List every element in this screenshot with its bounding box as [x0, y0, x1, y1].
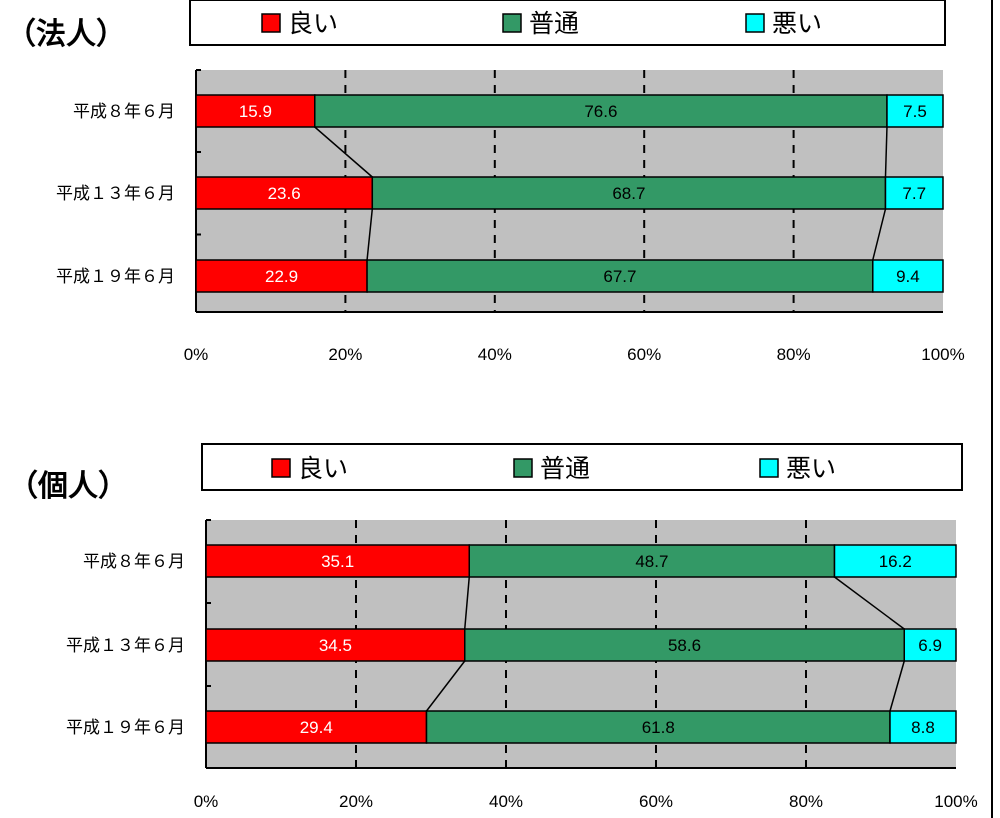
- data-label: 76.6: [584, 102, 617, 121]
- x-tick-label: 40%: [489, 792, 523, 811]
- series-connector-line: [884, 126, 888, 178]
- series-connector-line: [872, 208, 887, 261]
- category-label: 平成１９年６月: [66, 718, 185, 738]
- x-tick-label: 20%: [339, 792, 373, 811]
- bar-segment: [468, 544, 836, 578]
- bar-segment: [464, 628, 905, 662]
- data-label: 29.4: [300, 718, 333, 737]
- bar-segment: [903, 628, 957, 662]
- data-label: 48.7: [635, 552, 668, 571]
- category-label: 平成８年６月: [83, 552, 185, 572]
- data-label: 8.8: [911, 718, 935, 737]
- legend-label-良い: 良い: [298, 454, 348, 483]
- data-label: 6.9: [918, 636, 942, 655]
- data-label: 15.9: [239, 102, 272, 121]
- x-tick-label: 40%: [478, 345, 512, 364]
- series-connector-line: [366, 208, 374, 261]
- x-tick-label: 20%: [328, 345, 362, 364]
- category-label: 平成１３年６月: [56, 184, 175, 204]
- legend-label-普通: 普通: [529, 9, 579, 38]
- data-label: 23.6: [268, 184, 301, 203]
- bar-segment: [872, 259, 944, 293]
- x-tick-label: 100%: [934, 792, 977, 811]
- legend-label-普通: 普通: [540, 454, 590, 483]
- legend-swatch-良い: [271, 458, 291, 478]
- legend-label-悪い: 悪い: [786, 454, 836, 483]
- bar-segment: [205, 628, 466, 662]
- series-connector-line: [314, 126, 373, 178]
- bar-segment: [833, 544, 957, 578]
- data-label: 7.5: [903, 102, 927, 121]
- bar-segment: [195, 259, 368, 293]
- data-label: 68.7: [612, 184, 645, 203]
- x-tick-label: 80%: [777, 345, 811, 364]
- data-label: 9.4: [896, 267, 920, 286]
- x-tick-label: 80%: [789, 792, 823, 811]
- x-tick-label: 60%: [639, 792, 673, 811]
- legend-swatch-悪い: [759, 458, 779, 478]
- legend-swatch-良い: [261, 13, 281, 33]
- legend-swatch-悪い: [745, 13, 765, 33]
- x-tick-label: 0%: [184, 345, 209, 364]
- bar-segment: [884, 176, 944, 210]
- legend-box-1: [189, 0, 946, 46]
- data-label: 67.7: [603, 267, 636, 286]
- chart-title-2: （個人）: [8, 469, 128, 504]
- bar-segment: [889, 710, 957, 744]
- category-label: 平成８年６月: [73, 102, 175, 122]
- bar-segment: [425, 710, 891, 744]
- legend-label-良い: 良い: [288, 9, 338, 38]
- data-label: 7.7: [902, 184, 926, 203]
- legend-swatch-普通: [513, 458, 533, 478]
- category-label: 平成１３年６月: [66, 636, 185, 656]
- legend-swatch-普通: [502, 13, 522, 33]
- bar-segment: [205, 710, 428, 744]
- category-label: 平成１９年６月: [56, 267, 175, 287]
- data-label: 34.5: [319, 636, 352, 655]
- x-tick-label: 60%: [627, 345, 661, 364]
- bar-segment: [195, 176, 374, 210]
- legend-label-悪い: 悪い: [772, 9, 822, 38]
- data-label: 58.6: [668, 636, 701, 655]
- data-label: 61.8: [642, 718, 675, 737]
- bar-segment: [371, 176, 887, 210]
- series-connector-line: [889, 660, 905, 712]
- data-label: 22.9: [265, 267, 298, 286]
- x-tick-label: 0%: [194, 792, 219, 811]
- data-label: 16.2: [879, 552, 912, 571]
- series-connector-line: [425, 660, 466, 712]
- data-label: 35.1: [321, 552, 354, 571]
- series-connector-line: [464, 576, 470, 630]
- x-tick-label: 100%: [921, 345, 964, 364]
- bar-segment: [886, 94, 944, 128]
- series-connector-line: [834, 576, 905, 630]
- legend-box-2: [201, 443, 963, 491]
- chart-title-1: （法人）: [6, 17, 126, 52]
